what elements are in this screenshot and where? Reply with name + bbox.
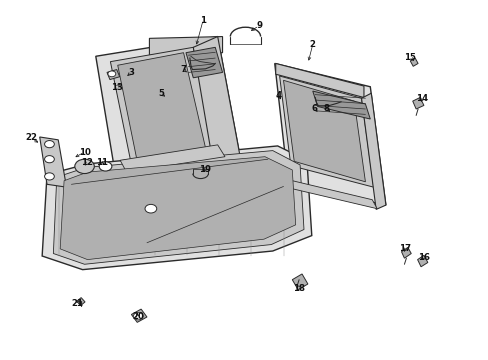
Polygon shape: [185, 47, 222, 78]
Text: 19: 19: [199, 165, 211, 174]
Polygon shape: [53, 150, 304, 264]
Circle shape: [133, 313, 143, 320]
Polygon shape: [131, 309, 147, 322]
Polygon shape: [110, 47, 217, 169]
Text: 10: 10: [79, 148, 90, 157]
Text: 6: 6: [310, 104, 317, 113]
Text: 12: 12: [81, 158, 93, 167]
Polygon shape: [279, 76, 373, 187]
Circle shape: [44, 140, 54, 148]
Circle shape: [44, 173, 54, 180]
Polygon shape: [120, 145, 224, 172]
Text: 14: 14: [416, 94, 427, 103]
Polygon shape: [275, 63, 363, 98]
Polygon shape: [292, 274, 307, 290]
Polygon shape: [409, 58, 417, 66]
Polygon shape: [107, 69, 120, 80]
Polygon shape: [401, 247, 410, 258]
Polygon shape: [149, 37, 222, 55]
Text: 8: 8: [323, 104, 329, 113]
Text: 16: 16: [417, 253, 429, 262]
Polygon shape: [283, 80, 365, 182]
Polygon shape: [77, 298, 85, 306]
Polygon shape: [289, 180, 376, 209]
Polygon shape: [412, 98, 423, 109]
Circle shape: [145, 204, 157, 213]
Polygon shape: [42, 146, 311, 270]
Text: 7: 7: [180, 65, 186, 74]
Text: 4: 4: [275, 91, 281, 100]
Text: 20: 20: [132, 312, 144, 321]
Text: 3: 3: [128, 68, 134, 77]
Polygon shape: [361, 93, 385, 210]
Text: 2: 2: [309, 40, 315, 49]
Circle shape: [108, 71, 116, 77]
Circle shape: [44, 156, 54, 163]
Text: 17: 17: [399, 244, 410, 253]
Polygon shape: [96, 37, 244, 203]
Polygon shape: [312, 91, 369, 119]
Text: 21: 21: [72, 299, 83, 308]
Text: 18: 18: [292, 284, 305, 293]
Polygon shape: [417, 255, 427, 267]
Circle shape: [75, 159, 94, 174]
Text: 15: 15: [404, 53, 415, 62]
Circle shape: [99, 162, 112, 171]
Text: 13: 13: [110, 83, 122, 92]
Polygon shape: [193, 37, 244, 191]
Polygon shape: [60, 157, 295, 260]
Text: 5: 5: [158, 89, 164, 98]
Polygon shape: [118, 53, 205, 161]
Text: 22: 22: [25, 133, 37, 142]
Polygon shape: [40, 137, 66, 187]
Polygon shape: [274, 63, 385, 205]
Text: 9: 9: [256, 21, 262, 30]
Text: 1: 1: [200, 16, 205, 25]
Text: 11: 11: [96, 158, 107, 167]
